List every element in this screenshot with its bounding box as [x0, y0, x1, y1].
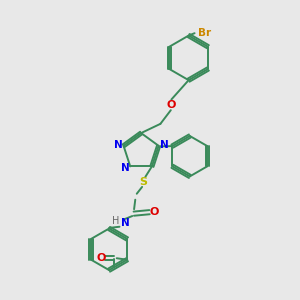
Text: N: N [121, 218, 130, 228]
Text: N: N [160, 140, 168, 150]
Text: H: H [112, 216, 119, 226]
Text: S: S [140, 177, 148, 187]
Text: N: N [121, 163, 129, 172]
Text: N: N [114, 140, 123, 150]
Text: O: O [149, 207, 158, 217]
Text: O: O [97, 253, 106, 263]
Text: Br: Br [198, 28, 211, 38]
Text: O: O [167, 100, 176, 110]
